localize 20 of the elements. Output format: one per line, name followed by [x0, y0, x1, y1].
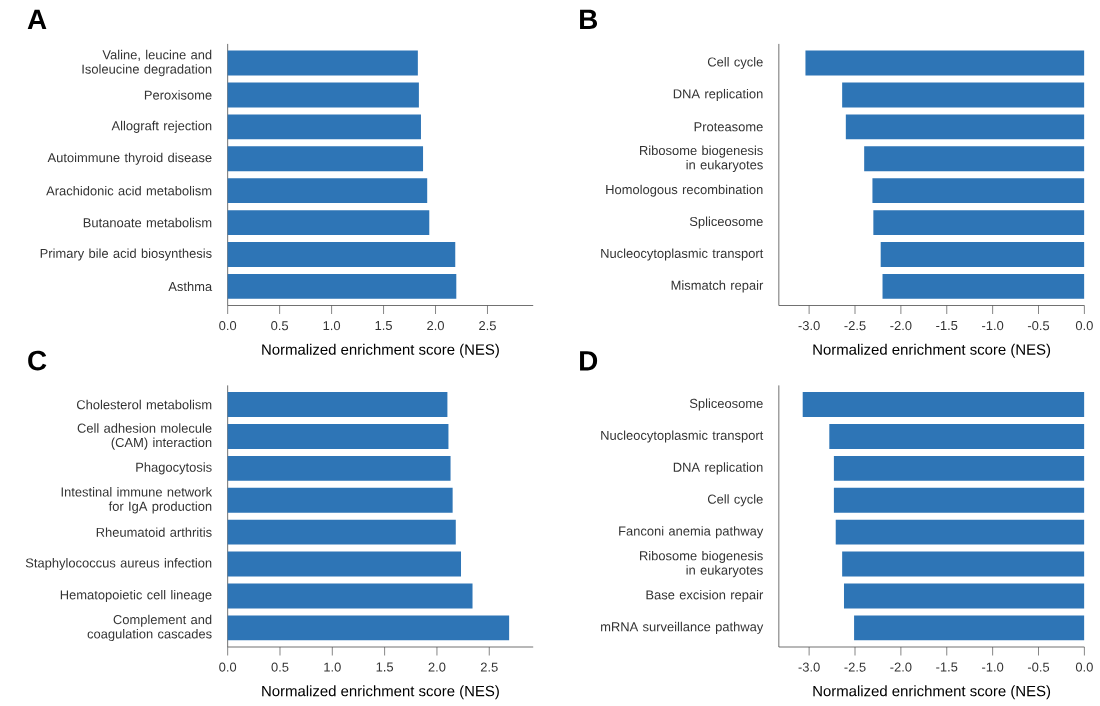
bar	[227, 178, 428, 204]
bar	[227, 242, 456, 267]
bar	[227, 583, 473, 609]
bar	[227, 82, 419, 108]
bar	[227, 210, 430, 236]
bar	[227, 146, 424, 172]
bar	[227, 519, 456, 545]
bar	[227, 114, 421, 140]
bar	[227, 392, 448, 418]
bar	[227, 615, 510, 641]
chart-title: D	[580, 351, 598, 371]
bar	[227, 50, 418, 76]
chart-title: C	[28, 350, 47, 371]
bar	[227, 551, 462, 577]
bar	[227, 424, 449, 449]
chart-title: A	[27, 9, 47, 29]
bar	[227, 274, 457, 299]
bar	[227, 487, 453, 513]
bar	[227, 455, 451, 481]
chart-title: B	[580, 9, 598, 29]
